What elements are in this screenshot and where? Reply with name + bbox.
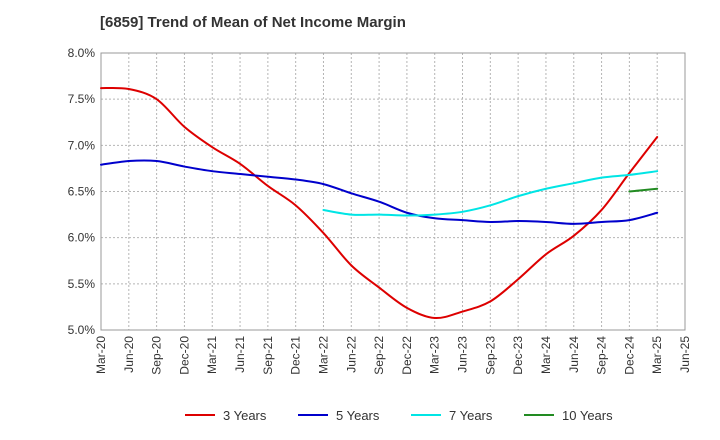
- x-tick-label: Mar-21: [205, 336, 219, 374]
- x-tick-label: Jun-25: [678, 336, 692, 373]
- x-tick-label: Sep-24: [595, 336, 609, 375]
- x-tick-label: Sep-22: [372, 336, 386, 375]
- x-tick-label: Dec-23: [511, 336, 525, 375]
- x-tick-label: Dec-22: [400, 336, 414, 375]
- x-tick-label: Dec-21: [289, 336, 303, 375]
- grid-lines: [100, 52, 686, 331]
- x-tick-label: Dec-24: [622, 336, 636, 375]
- legend-label-10-years: 10 Years: [562, 408, 613, 423]
- plot-frame: [100, 52, 686, 331]
- series-line-10-years: [628, 187, 659, 193]
- x-axis-ticks: Mar-20 Jun-20 Sep-20 Dec-20 Mar-21 Jun-21 Sep-…: [94, 336, 692, 375]
- plot-area-border: [100, 52, 686, 331]
- legend-label-5-years: 5 Years: [336, 408, 380, 423]
- x-tick-label: Jun-24: [567, 336, 581, 373]
- y-tick-label: 6.5%: [68, 185, 96, 199]
- series-line-5-years: [100, 159, 659, 225]
- x-tick-label: Dec-20: [177, 336, 191, 375]
- chart-title: [6859] Trend of Mean of Net Income Margi…: [100, 14, 406, 31]
- x-tick-label: Mar-24: [539, 336, 553, 374]
- legend: 3 Years 5 Years 7 Years 10 Years: [185, 408, 613, 423]
- x-tick-label: Mar-20: [94, 336, 108, 374]
- series-line-7-years: [322, 170, 659, 217]
- legend-label-3-years: 3 Years: [223, 408, 267, 423]
- legend-label-7-years: 7 Years: [449, 408, 493, 423]
- series-line-3-years: [100, 86, 659, 320]
- series-lines: [100, 86, 659, 320]
- x-tick-label: Jun-23: [456, 336, 470, 373]
- x-tick-label: Jun-22: [344, 336, 358, 373]
- x-tick-label: Sep-23: [483, 336, 497, 375]
- y-tick-label: 8.0%: [68, 46, 96, 60]
- y-axis-ticks: 5.0% 5.5% 6.0% 6.5% 7.0% 7.5% 8.0%: [68, 46, 96, 337]
- x-tick-label: Sep-21: [261, 336, 275, 375]
- y-tick-label: 5.5%: [68, 277, 96, 291]
- y-tick-label: 5.0%: [68, 323, 96, 337]
- y-tick-label: 6.0%: [68, 231, 96, 245]
- x-tick-label: Mar-23: [428, 336, 442, 374]
- y-tick-label: 7.5%: [68, 92, 96, 106]
- x-tick-label: Sep-20: [150, 336, 164, 375]
- y-tick-label: 7.0%: [68, 138, 96, 152]
- x-tick-label: Jun-20: [122, 336, 136, 373]
- x-tick-label: Jun-21: [233, 336, 247, 373]
- x-tick-label: Mar-25: [650, 336, 664, 374]
- x-tick-label: Mar-22: [316, 336, 330, 374]
